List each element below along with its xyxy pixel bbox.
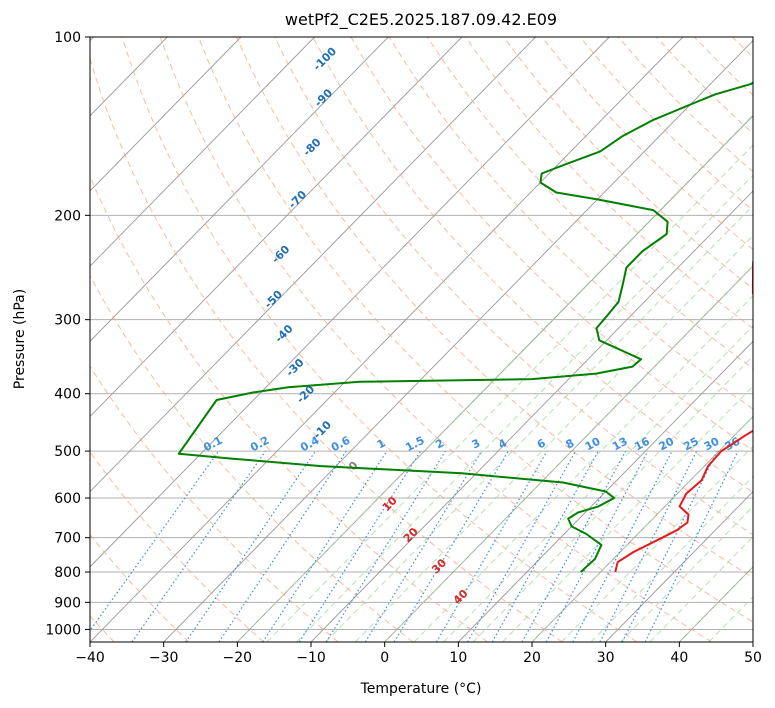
y-tick-label: 900	[54, 595, 81, 611]
x-tick-label: 50	[744, 650, 762, 666]
isotherm-line	[90, 37, 610, 568]
plot-frame	[89, 36, 754, 643]
mixing-ratio-line	[325, 450, 446, 642]
isotherm-line	[90, 37, 389, 342]
dry-adiabat-line	[90, 365, 339, 642]
x-tick-label: 40	[670, 650, 688, 666]
y-tick-label: 300	[54, 313, 81, 329]
moist-adiabat-line	[236, 114, 753, 642]
moist-adiabat-line	[384, 265, 753, 642]
dry-adiabat-line	[90, 274, 414, 642]
isotherm-line	[90, 37, 536, 493]
dry-adiabat-line	[197, 37, 753, 623]
moist-adiabat-line	[354, 234, 753, 642]
mixing-ratio-line	[90, 450, 220, 632]
mixing-ratio-line	[298, 450, 422, 642]
x-tick-label: −20	[223, 650, 253, 666]
mixing-ratio-line	[393, 450, 509, 642]
isotherm-line	[310, 190, 753, 642]
isotherm-line	[90, 37, 315, 267]
x-tick-label: −30	[149, 650, 179, 666]
y-tick-label: 200	[54, 208, 81, 224]
mixing-ratio-label: 30	[702, 435, 722, 454]
isotherm-line	[90, 37, 463, 418]
dry-adiabat-line	[312, 37, 753, 493]
x-tick-label: −10	[296, 650, 326, 666]
mixing-ratio-line	[185, 450, 316, 642]
dry-adiabat-line	[90, 451, 264, 642]
x-tick-label: −40	[75, 650, 105, 666]
y-tick-label: 500	[54, 444, 81, 460]
mixing-ratio-line	[435, 450, 548, 642]
mixing-ratio-label: 25	[681, 435, 701, 454]
mixing-ratio-line	[545, 450, 649, 642]
mixing-ratio-line	[466, 450, 577, 642]
y-tick-label: 600	[54, 491, 81, 507]
dry-adiabat-line	[236, 37, 753, 579]
x-tick-label: 20	[523, 650, 541, 666]
mixing-ratio-line	[644, 450, 739, 642]
isotherm-line	[90, 37, 242, 192]
mixing-ratio-label: 10	[583, 435, 603, 454]
y-tick-label: 700	[54, 531, 81, 547]
moist-adiabat-line	[325, 204, 753, 642]
dry-adiabat-line	[90, 175, 488, 642]
dry-adiabat-line	[426, 37, 753, 370]
temperature-line	[614, 259, 753, 573]
x-tick-label: 10	[449, 650, 467, 666]
mixing-ratio-line	[131, 450, 266, 642]
y-axis-title: Pressure (hPa)	[12, 289, 28, 389]
isotherm-line	[458, 340, 753, 642]
isotherm-line	[90, 37, 684, 642]
moist-adiabat-line	[295, 174, 753, 642]
mixing-ratio-label: 16	[632, 435, 652, 454]
background-lines	[90, 37, 753, 642]
mixing-ratio-label: 13	[610, 435, 630, 454]
dry-adiabat-line	[350, 37, 753, 451]
x-axis: −40 −30 −20 −10 0 10 20 30 40 50	[75, 642, 762, 666]
y-tick-label: 800	[54, 565, 81, 581]
y-tick-label: 1000	[45, 622, 81, 638]
isotherm-line	[163, 39, 753, 642]
mixing-ratio-line	[364, 450, 483, 642]
y-tick-label: 400	[54, 387, 81, 403]
x-axis-title: Temperature (°C)	[360, 681, 482, 697]
mixing-ratio-label: 20	[657, 435, 677, 454]
mixing-ratio-line	[491, 450, 599, 642]
moist-adiabat-line	[266, 144, 753, 642]
dewpoint-line	[177, 81, 753, 573]
dry-adiabat-line	[90, 56, 563, 642]
profile-lines	[177, 81, 753, 573]
x-tick-label: 30	[597, 650, 615, 666]
mixing-ratio-line	[521, 450, 627, 642]
chart-title: wetPf2_C2E5.2025.187.09.42.E09	[285, 10, 557, 30]
dry-adiabat-line	[121, 37, 638, 642]
isotherm-line	[605, 491, 753, 642]
y-axis: 100 200 300 400 500 600 700 800 900 1000	[45, 30, 90, 638]
dry-adiabat-line	[388, 37, 753, 410]
x-tick-label: 0	[380, 650, 389, 666]
dry-adiabat-line	[159, 37, 712, 642]
dry-adiabat-line	[274, 37, 753, 536]
y-tick-label: 100	[54, 30, 81, 46]
